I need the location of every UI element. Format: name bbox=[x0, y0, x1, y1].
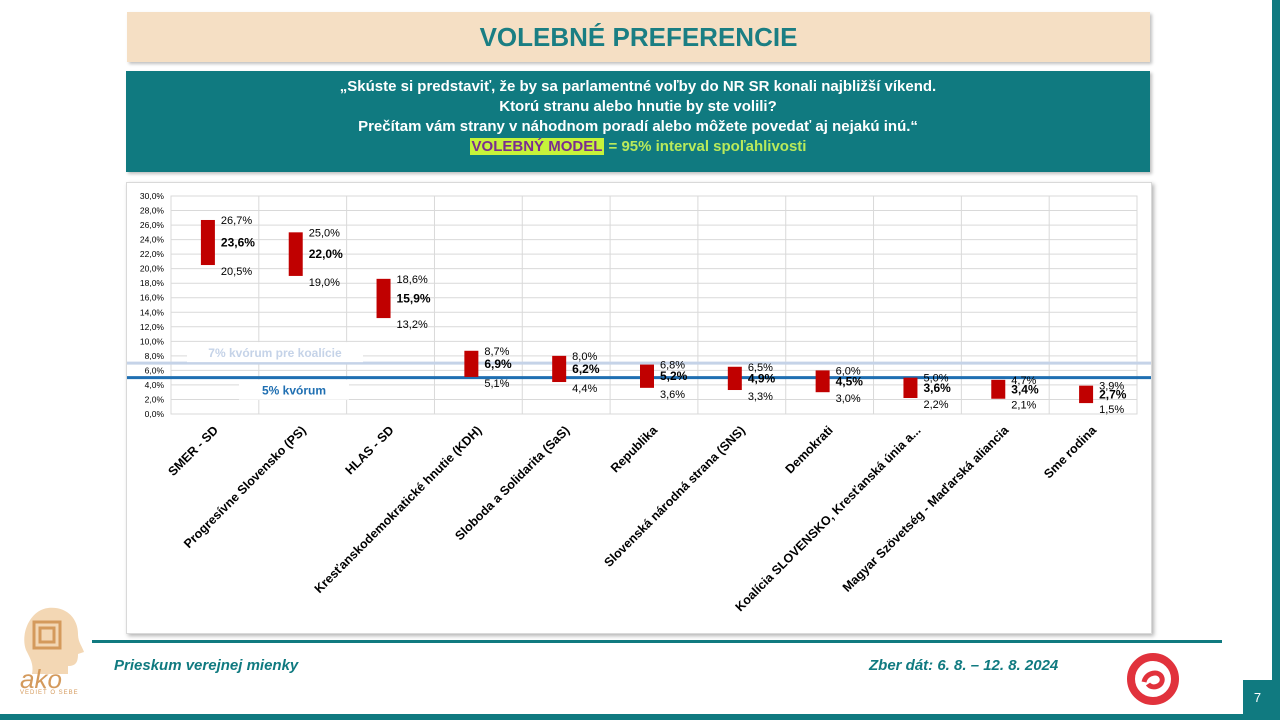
frame-bottom bbox=[0, 714, 1280, 720]
interval-bar bbox=[376, 278, 391, 319]
lower-bound-label: 2,2% bbox=[923, 399, 948, 411]
interval-bar bbox=[464, 350, 479, 377]
ako-logo: ako bbox=[20, 607, 84, 694]
estimate-label: 4,5% bbox=[836, 374, 864, 388]
title-banner: VOLEBNÉ PREFERENCIE bbox=[127, 12, 1150, 62]
y-tick-label: 12,0% bbox=[140, 322, 165, 332]
y-tick-label: 22,0% bbox=[140, 249, 165, 259]
upper-bound-label: 8,7% bbox=[484, 346, 509, 358]
estimate-label: 3,6% bbox=[923, 381, 951, 395]
o-tv-logo-icon bbox=[1127, 653, 1179, 705]
model-interval-text: = 95% interval spoľahlivosti bbox=[604, 138, 807, 155]
quorum-label: 5% kvórum bbox=[262, 384, 326, 398]
footer-divider bbox=[92, 640, 1222, 643]
lower-bound-label: 19,0% bbox=[309, 277, 340, 289]
y-tick-label: 20,0% bbox=[140, 264, 165, 274]
estimate-label: 5,2% bbox=[660, 369, 688, 383]
lower-bound-label: 3,0% bbox=[836, 393, 861, 405]
category-label: Republika bbox=[608, 422, 661, 475]
footer-date: Zber dát: 6. 8. – 12. 8. 2024 bbox=[869, 657, 1059, 674]
estimate-label: 6,2% bbox=[572, 362, 600, 376]
upper-bound-label: 25,0% bbox=[309, 227, 340, 239]
category-label: Magyar Szövetség - Maďarská aliancia bbox=[840, 422, 1012, 594]
svg-text:ako: ako bbox=[20, 664, 62, 694]
upper-bound-label: 5,0% bbox=[923, 373, 948, 385]
estimate-label: 22,0% bbox=[309, 247, 343, 261]
lower-bound-label: 4,4% bbox=[572, 383, 597, 395]
y-tick-label: 24,0% bbox=[140, 235, 165, 245]
interval-bar bbox=[727, 366, 742, 391]
category-label: Sme rodina bbox=[1041, 422, 1100, 481]
lower-bound-label: 5,1% bbox=[484, 378, 509, 390]
model-note: VOLEBNÝ MODEL = 95% interval spoľahlivos… bbox=[126, 137, 1150, 157]
category-label: HLAS - SD bbox=[343, 423, 397, 477]
estimate-label: 3,4% bbox=[1011, 382, 1039, 396]
y-tick-label: 14,0% bbox=[140, 307, 165, 317]
quorum-label-bg bbox=[239, 379, 349, 400]
y-tick-label: 0,0% bbox=[145, 409, 165, 419]
upper-bound-label: 26,7% bbox=[221, 215, 252, 227]
y-tick-label: 30,0% bbox=[140, 191, 165, 201]
estimate-label: 15,9% bbox=[397, 291, 431, 305]
upper-bound-label: 8,0% bbox=[572, 351, 597, 363]
y-tick-label: 2,0% bbox=[145, 394, 165, 404]
interval-bar bbox=[815, 370, 830, 393]
category-label: SMER - SD bbox=[165, 423, 221, 479]
question-box: „Skúste si predstaviť, že by sa parlamen… bbox=[126, 71, 1150, 172]
category-label: Kresťanskodemokratické hnutie (KDH) bbox=[312, 423, 485, 596]
coalition-quorum-label-bg bbox=[187, 342, 363, 363]
estimate-label: 2,7% bbox=[1099, 387, 1127, 401]
category-label: Demokrati bbox=[783, 423, 836, 476]
interval-bar bbox=[640, 364, 654, 388]
estimate-label: 6,9% bbox=[484, 357, 512, 371]
interval-bar bbox=[991, 379, 1006, 399]
lower-bound-label: 20,5% bbox=[221, 266, 252, 278]
question-line-1: „Skúste si predstaviť, že by sa parlamen… bbox=[339, 78, 937, 95]
chart: 0,0% 2,0% 4,0% 6,0% 8,0% 10,0% 12,0% 14,0% 16,0%… bbox=[127, 191, 1151, 614]
lower-bound-label: 2,1% bbox=[1011, 400, 1036, 412]
page-number: 7 bbox=[1243, 680, 1272, 716]
logo-tagline: VEDIEŤ O SEBE bbox=[20, 690, 79, 696]
y-tick-label: 26,0% bbox=[140, 220, 165, 230]
y-tick-label: 6,0% bbox=[145, 365, 165, 375]
y-tick-label: 28,0% bbox=[140, 206, 165, 216]
lower-bound-label: 3,3% bbox=[748, 391, 773, 403]
category-label: Slovenská národná strana (SNS) bbox=[601, 423, 747, 569]
upper-bound-label: 18,6% bbox=[397, 274, 428, 286]
model-label: VOLEBNÝ MODEL bbox=[469, 138, 605, 155]
interval-bar bbox=[200, 219, 215, 266]
y-tick-label: 10,0% bbox=[140, 336, 165, 346]
category-label: Koalícia SLOVENSKO, Kresťanská únia a... bbox=[733, 423, 924, 614]
y-tick-label: 4,0% bbox=[145, 380, 165, 390]
y-tick-label: 18,0% bbox=[140, 278, 165, 288]
coalition-quorum-label: 7% kvórum pre koalície bbox=[208, 346, 342, 360]
interval-bar bbox=[552, 355, 567, 383]
chart-panel: 0,0% 2,0% 4,0% 6,0% 8,0% 10,0% 12,0% 14,0% 16,0%… bbox=[126, 182, 1152, 634]
upper-bound-label: 3,9% bbox=[1099, 381, 1124, 393]
question-line-3: Prečítam vám strany v náhodnom poradí al… bbox=[358, 118, 918, 135]
lower-bound-label: 1,5% bbox=[1099, 404, 1124, 416]
lower-bound-label: 3,6% bbox=[660, 389, 685, 401]
interval-bar bbox=[903, 377, 918, 399]
upper-bound-label: 4,7% bbox=[1011, 375, 1036, 387]
question-line-2: Ktorú stranu alebo hnutie by ste volili? bbox=[499, 98, 777, 115]
upper-bound-label: 6,0% bbox=[836, 365, 861, 377]
interval-bar bbox=[1079, 385, 1094, 404]
page-title: VOLEBNÉ PREFERENCIE bbox=[479, 21, 798, 52]
interval-bar bbox=[288, 232, 303, 276]
footer-survey-label: Prieskum verejnej mienky bbox=[114, 657, 299, 674]
upper-bound-label: 6,8% bbox=[660, 360, 685, 372]
estimate-label: 4,9% bbox=[748, 371, 776, 385]
y-tick-label: 8,0% bbox=[145, 351, 165, 361]
upper-bound-label: 6,5% bbox=[748, 362, 773, 374]
estimate-label: 23,6% bbox=[221, 236, 255, 250]
frame-right bbox=[1272, 0, 1280, 720]
lower-bound-label: 13,2% bbox=[397, 319, 428, 331]
y-tick-label: 16,0% bbox=[140, 293, 165, 303]
